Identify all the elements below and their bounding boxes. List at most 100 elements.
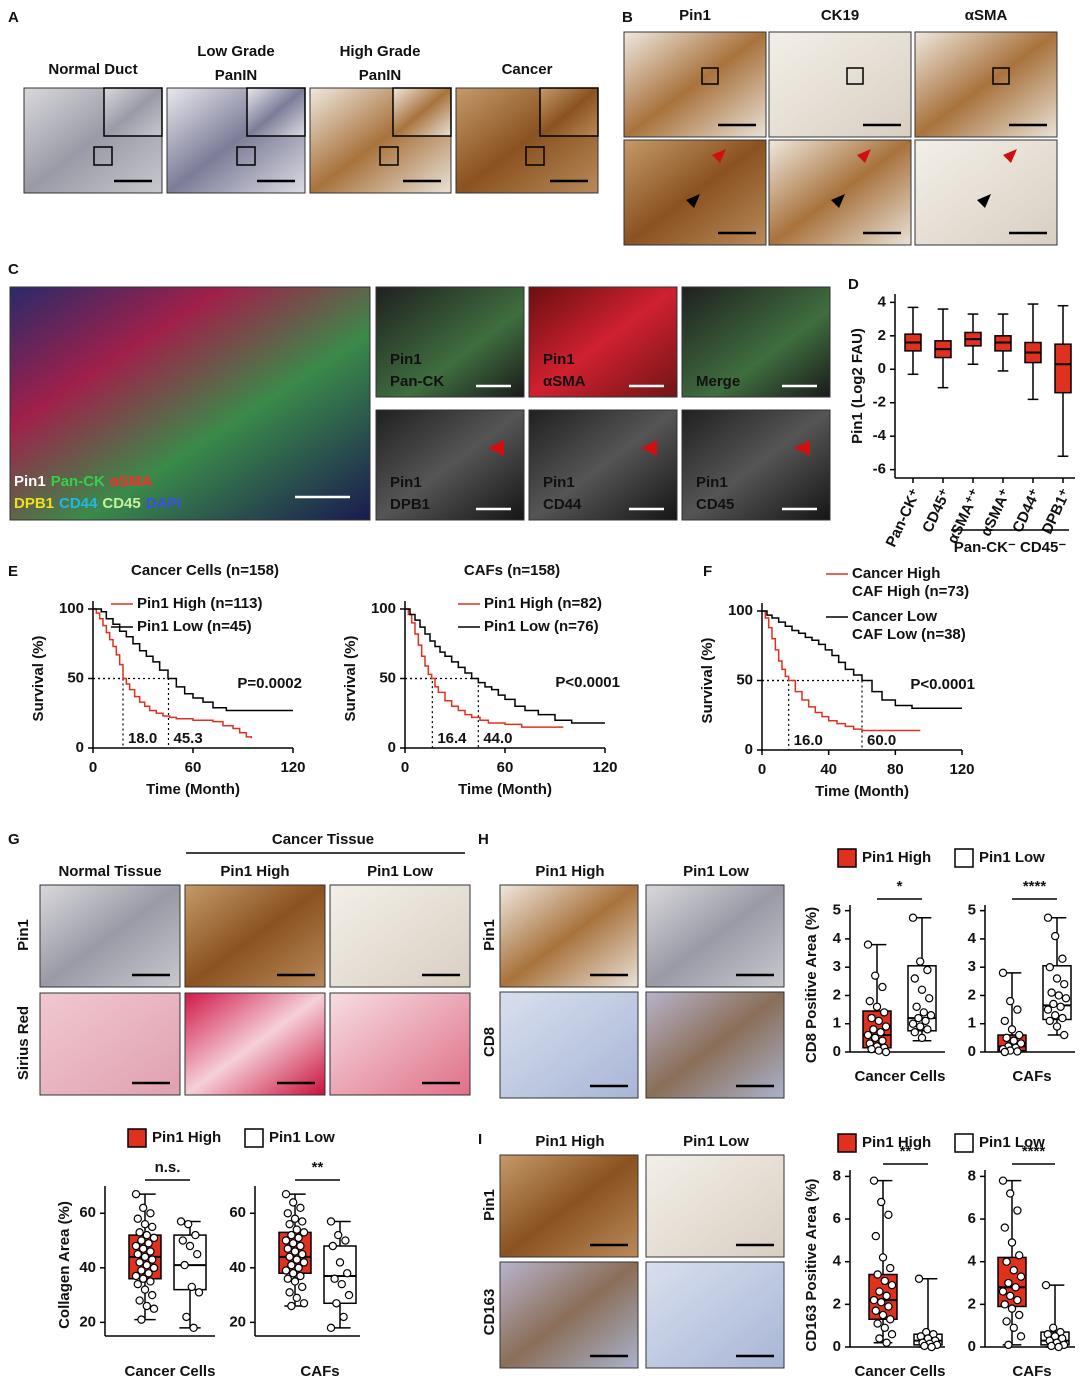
data-point: [189, 1323, 198, 1333]
data-point: [135, 1296, 144, 1305]
x-tick-label: CAFs: [1012, 1068, 1051, 1085]
y-tick-label: 0: [968, 1338, 976, 1355]
row-title: Pin1: [481, 1189, 498, 1221]
y-tick-label: 2: [878, 327, 886, 344]
data-point: [1052, 1022, 1062, 1031]
panel-label: A: [8, 9, 19, 26]
data-point: [1056, 1002, 1065, 1011]
median-guide: [93, 677, 124, 748]
data-point: [285, 1288, 294, 1297]
data-point: [1006, 1189, 1015, 1198]
arrowhead: [712, 149, 726, 163]
data-point: [878, 1036, 887, 1045]
legend-label: Pin1 Low: [979, 1134, 1045, 1151]
data-point: [194, 1288, 204, 1297]
data-point: [1013, 1005, 1022, 1014]
data-point: [1058, 1013, 1067, 1023]
data-point: [142, 1260, 151, 1270]
data-point: [1007, 1025, 1017, 1034]
survival-curve: [93, 608, 253, 739]
x-tick-label: 120: [592, 759, 617, 776]
data-point: [912, 1002, 921, 1011]
median-label: 45.3: [174, 730, 203, 747]
inset-marker: [525, 146, 545, 166]
data-point: [138, 1203, 148, 1213]
overlay-label: Pin1: [543, 351, 575, 368]
arrowhead: [977, 194, 991, 208]
data-point: [147, 1255, 157, 1264]
micrograph: [39, 992, 181, 1096]
data-point: [149, 1263, 159, 1273]
data-point: [146, 1277, 155, 1286]
legend-swatch: [127, 1128, 147, 1148]
data-point: [285, 1252, 294, 1262]
data-point: [281, 1189, 291, 1199]
data-point: [1000, 1016, 1010, 1026]
data-point: [140, 1219, 150, 1229]
overlay-label: Pin1 Pan-CK αSMA: [14, 473, 153, 490]
x-tick-label: 120: [280, 759, 305, 776]
data-point: [138, 1274, 148, 1283]
data-point: [887, 1330, 897, 1339]
inset-marker: [93, 146, 113, 166]
y-tick-label: 20: [229, 1313, 246, 1330]
data-point: [917, 1033, 927, 1043]
micrograph: [914, 31, 1058, 138]
y-tick-label: 50: [67, 669, 84, 686]
data-point: [290, 1277, 300, 1286]
x-tick-label: Pan-CK⁺: [883, 486, 925, 550]
row-title: CD163: [481, 1289, 498, 1336]
data-point: [863, 940, 873, 949]
data-point: [876, 1028, 885, 1037]
y-tick-label: 2: [833, 1295, 841, 1312]
group-label: Pan-CK⁻ CD45⁻: [954, 539, 1067, 556]
data-point: [1052, 974, 1062, 983]
data-point: [878, 1253, 888, 1262]
data-point: [144, 1269, 153, 1278]
micrograph: [375, 409, 525, 521]
data-point: [1043, 1005, 1053, 1014]
x-tick-label: 0: [401, 759, 409, 776]
legend-label: Pin1 Low (n=45): [137, 618, 252, 635]
legend-label: Pin1 High (n=113): [137, 595, 262, 612]
data-point: [874, 1046, 884, 1055]
column-title: Pin1 Low: [683, 1133, 749, 1150]
inset-marker: [379, 146, 399, 166]
x-tick-label: 40: [820, 761, 837, 778]
data-point: [289, 1269, 298, 1278]
row-title: CD8: [481, 1027, 498, 1057]
data-point: [339, 1312, 348, 1322]
data-point: [335, 1258, 345, 1267]
data-point: [917, 985, 927, 995]
data-point: [1047, 988, 1056, 997]
y-tick-label: 8: [833, 1167, 841, 1184]
y-tick-label: 1: [833, 1015, 841, 1032]
data-point: [874, 1016, 884, 1026]
micrograph: [375, 286, 525, 398]
overlay-label-part: Pan-CK: [51, 473, 105, 490]
data-point: [142, 1301, 151, 1311]
micrograph: [184, 884, 326, 988]
y-tick-label: 6: [968, 1210, 976, 1227]
panel-label: E: [8, 563, 18, 580]
data-point: [1049, 999, 1058, 1009]
significance: *: [897, 878, 903, 895]
data-point: [881, 1047, 891, 1057]
overlay-label-part: Pin1: [14, 473, 46, 490]
data-point: [877, 1298, 886, 1307]
legend-label: Pin1 High: [862, 849, 931, 866]
data-point: [1041, 1280, 1051, 1290]
column-title: Pin1 Low: [367, 863, 433, 880]
data-point: [135, 1258, 144, 1267]
data-point: [887, 1280, 897, 1290]
median-label: 16.4: [437, 730, 467, 747]
data-point: [882, 1338, 891, 1347]
x-tick-label: 0: [758, 761, 766, 778]
legend-swatch: [954, 1133, 974, 1153]
arrowhead: [857, 149, 871, 163]
data-point: [880, 1323, 890, 1333]
data-point: [1054, 1342, 1063, 1352]
data-point: [1007, 1304, 1017, 1313]
panel-label: F: [703, 563, 712, 580]
data-point: [337, 1279, 346, 1289]
